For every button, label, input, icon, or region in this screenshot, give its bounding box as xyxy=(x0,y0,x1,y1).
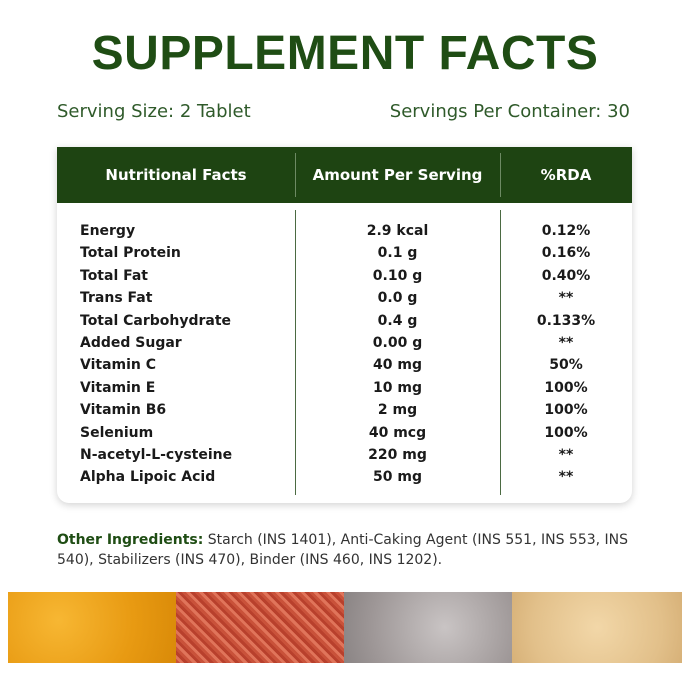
column-header: Nutritional Facts xyxy=(105,166,247,184)
table-cell: N-acetyl-L-cysteine xyxy=(80,447,233,463)
table-cell: 0.1 g xyxy=(377,245,418,262)
powder-swatch xyxy=(344,592,512,663)
table-box xyxy=(57,147,632,503)
table-cell: Total Carbohydrate xyxy=(80,312,232,329)
table-cell: 0.12% xyxy=(541,223,591,239)
table-cell: 2 mg xyxy=(377,402,418,419)
serving-size: Serving Size: 2 Tablet xyxy=(57,101,251,122)
table-cell: Selenium xyxy=(80,424,154,441)
header-divider xyxy=(295,153,296,197)
powder-swatch xyxy=(176,592,344,663)
table-cell: 0.0 g xyxy=(377,290,418,307)
column-header: %RDA xyxy=(540,166,592,184)
column-divider xyxy=(295,210,296,495)
table-cell: Total Protein xyxy=(80,245,181,262)
table-cell: ** xyxy=(558,335,574,351)
table-cell: 40 mg xyxy=(373,357,422,374)
table-header xyxy=(57,147,632,203)
table-cell: ** xyxy=(558,290,574,307)
table-cell: Alpha Lipoic Acid xyxy=(80,469,216,486)
column-divider xyxy=(500,210,501,495)
column-header: Amount Per Serving xyxy=(312,166,483,184)
table-cell: 50% xyxy=(549,357,583,374)
powder-swatch xyxy=(512,592,682,663)
table-cell: Vitamin B6 xyxy=(80,402,167,419)
table-cell: 0.4 g xyxy=(377,312,418,329)
table-cell: ** xyxy=(558,447,574,463)
title: SUPPLEMENT FACTS xyxy=(91,27,599,80)
header-divider xyxy=(500,153,501,197)
table-cell: 0.16% xyxy=(541,245,591,262)
table-cell: Vitamin C xyxy=(80,357,157,374)
table-cell: 50 mg xyxy=(373,469,422,486)
table-cell: ** xyxy=(558,469,574,486)
table-cell: 220 mg xyxy=(368,447,427,463)
table-cell: Vitamin E xyxy=(80,379,156,396)
powder-swatch xyxy=(8,592,176,663)
table-cell: Trans Fat xyxy=(80,290,153,307)
table-cell: Energy xyxy=(80,223,136,239)
servings-per-container: Servings Per Container: 30 xyxy=(389,101,630,122)
ingredients-text: Starch (INS 1401), Anti-Caking Agent (IN… xyxy=(57,532,629,568)
table-cell: 0.133% xyxy=(536,312,596,329)
table-cell: 40 mcg xyxy=(368,424,427,441)
table-cell: 2.9 kcal xyxy=(366,223,429,239)
table-cell: 100% xyxy=(544,379,588,396)
table-cell: 0.40% xyxy=(541,267,591,284)
table-cell: 100% xyxy=(544,402,588,419)
table-cell: Total Fat xyxy=(80,267,149,284)
table-cell: 0.10 g xyxy=(372,267,423,284)
table-cell: 0.00 g xyxy=(372,335,423,351)
table-cell: 100% xyxy=(544,424,588,441)
table-cell: 10 mg xyxy=(373,379,422,396)
ingredients-label: Other Ingredients: xyxy=(57,532,204,548)
other-ingredients: Other Ingredients: Starch (INS 1401), An… xyxy=(57,530,637,570)
table-cell: Added Sugar xyxy=(80,335,182,351)
